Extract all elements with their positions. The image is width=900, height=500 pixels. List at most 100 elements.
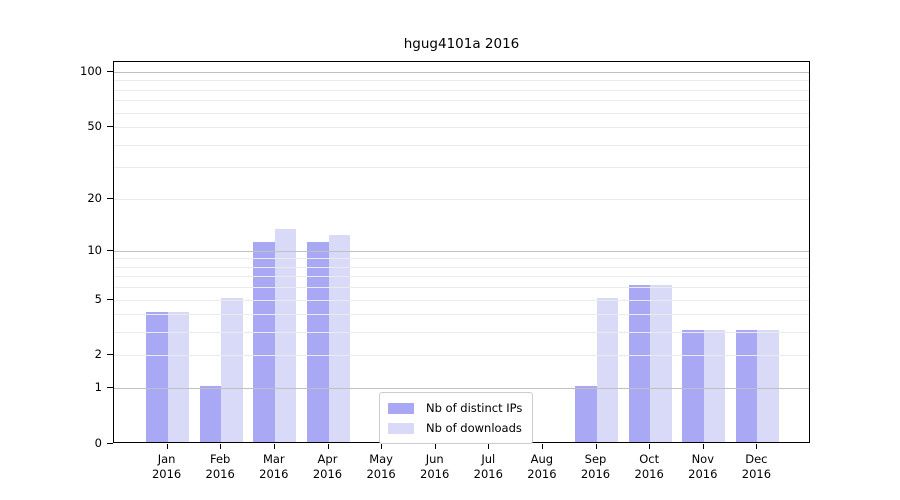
x-tick-label-aug: Aug 2016: [510, 452, 574, 482]
x-tick-mark: [381, 444, 383, 449]
gridline-minor-40: [114, 144, 809, 146]
x-tick-month: Oct: [639, 452, 660, 466]
x-tick-mark: [434, 444, 436, 449]
x-tick-label-jul: Jul 2016: [456, 452, 520, 482]
bar-downloads-apr: [328, 235, 350, 442]
x-tick-label-jun: Jun 2016: [403, 452, 467, 482]
gridline-minor-8: [114, 266, 809, 268]
legend: Nb of distinct IPs Nb of downloads: [379, 392, 534, 444]
x-tick-month: Mar: [262, 452, 285, 466]
y-tick-mark: [107, 354, 113, 356]
gridline-minor-7: [114, 276, 809, 278]
y-tick-label-10: 10: [87, 242, 102, 257]
bar-distinct-ips-oct: [628, 285, 651, 442]
y-tick-mark: [107, 443, 113, 444]
x-tick-mark: [702, 444, 704, 449]
x-tick-label-jan: Jan 2016: [135, 452, 199, 482]
y-tick-label-2: 2: [94, 347, 102, 362]
y-tick-label-20: 20: [87, 190, 102, 205]
plot-area: [113, 61, 810, 443]
bar-downloads-feb: [221, 297, 243, 442]
x-tick-year: 2016: [688, 467, 718, 481]
bar-distinct-ips-feb: [199, 386, 222, 442]
x-tick-label-mar: Mar 2016: [242, 452, 306, 482]
x-tick-label-dec: Dec 2016: [724, 452, 788, 482]
bar-downloads-dec: [757, 330, 779, 442]
x-tick-month: Dec: [745, 452, 768, 466]
gridline-major-1: [114, 388, 809, 390]
x-tick-year: 2016: [473, 467, 503, 481]
gridline-minor-4: [114, 314, 809, 316]
x-tick-mark: [595, 444, 597, 449]
x-tick-month: Sep: [584, 452, 607, 466]
x-tick-month: May: [369, 452, 393, 466]
bar-downloads-oct: [650, 285, 672, 442]
y-tick-label-50: 50: [87, 119, 102, 134]
gridline-major-100: [114, 72, 809, 73]
y-tick-label-0: 0: [94, 436, 102, 450]
bar-downloads-nov: [703, 330, 726, 442]
chart-title: hgug4101a 2016: [403, 36, 520, 52]
x-tick-mark: [488, 444, 490, 449]
bars-layer: [114, 62, 809, 442]
gridline-minor-30: [114, 167, 809, 169]
bar-distinct-ips-dec: [735, 330, 758, 442]
bar-downloads-jan: [167, 312, 190, 442]
x-tick-mark: [327, 444, 329, 449]
x-tick-label-sep: Sep 2016: [564, 452, 628, 482]
bar-distinct-ips-apr: [307, 241, 329, 442]
x-tick-year: 2016: [259, 467, 289, 481]
y-tick-mark: [107, 126, 113, 128]
x-tick-month: Feb: [210, 452, 231, 466]
x-tick-mark: [649, 444, 651, 449]
x-tick-month: Jan: [157, 452, 176, 466]
bar-distinct-ips-sep: [575, 386, 597, 442]
y-tick-mark: [107, 71, 113, 72]
x-tick-year: 2016: [420, 467, 450, 481]
x-tick-year: 2016: [741, 467, 772, 481]
legend-swatch-downloads: [388, 422, 414, 434]
legend-label-downloads: Nb of downloads: [426, 421, 522, 435]
bar-distinct-ips-jan: [146, 312, 168, 442]
x-tick-year: 2016: [151, 467, 182, 481]
x-tick-month: Nov: [691, 452, 715, 466]
x-tick-year: 2016: [205, 467, 235, 481]
gridline-major-10: [114, 250, 809, 252]
y-tick-label-5: 5: [94, 291, 102, 306]
x-tick-year: 2016: [366, 467, 396, 481]
legend-entry-distinct-ips: Nb of distinct IPs: [388, 398, 522, 418]
gridline-minor-20: [114, 198, 809, 200]
x-tick-mark: [166, 444, 168, 449]
gridline-minor-3: [114, 332, 809, 334]
x-tick-year: 2016: [312, 467, 343, 481]
x-tick-label-nov: Nov 2016: [671, 452, 735, 482]
gridline-minor-5: [114, 299, 809, 301]
gridline-minor-6: [114, 287, 809, 289]
gridline-minor-2: [114, 355, 809, 357]
x-tick-label-apr: Apr 2016: [296, 452, 360, 482]
bar-distinct-ips-mar: [253, 241, 275, 442]
x-tick-label-feb: Feb 2016: [188, 452, 252, 482]
x-tick-mark: [541, 444, 543, 449]
y-tick-mark: [107, 249, 113, 251]
x-tick-month: Apr: [317, 452, 338, 466]
x-tick-year: 2016: [527, 467, 557, 481]
legend-entry-downloads: Nb of downloads: [388, 418, 522, 438]
x-tick-label-may: May 2016: [349, 452, 413, 482]
gridline-minor-80: [114, 89, 809, 91]
gridline-minor-90: [114, 80, 809, 82]
gridline-minor-70: [114, 100, 809, 102]
gridline-minor-9: [114, 258, 809, 260]
y-tick-mark: [107, 298, 113, 300]
y-tick-label-100: 100: [80, 64, 102, 78]
x-tick-year: 2016: [634, 467, 664, 481]
legend-swatch-distinct-ips: [388, 402, 414, 414]
x-tick-month: Aug: [530, 452, 554, 466]
gridlines-layer: [114, 62, 809, 442]
gridline-minor-50: [114, 127, 809, 129]
y-tick-mark: [107, 387, 113, 389]
bar-downloads-sep: [596, 297, 618, 442]
x-tick-label-oct: Oct 2016: [617, 452, 681, 482]
y-tick-label-1: 1: [94, 380, 102, 395]
